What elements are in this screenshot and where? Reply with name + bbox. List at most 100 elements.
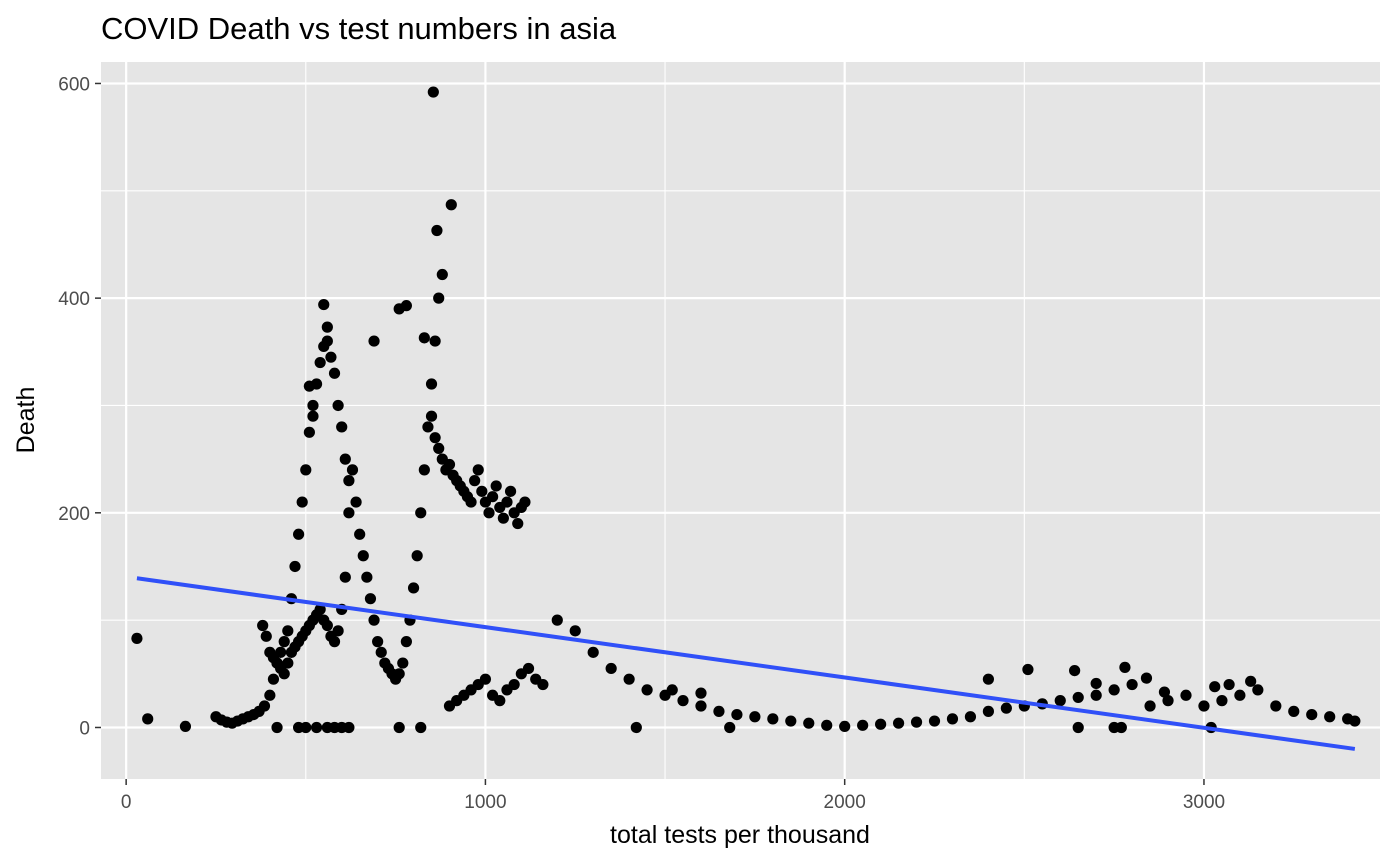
data-point bbox=[307, 399, 319, 412]
data-point bbox=[350, 496, 362, 508]
y-axis-ticks: 0 200 400 600 bbox=[58, 74, 101, 739]
data-point bbox=[695, 700, 707, 712]
data-point bbox=[372, 636, 384, 648]
data-point bbox=[375, 646, 387, 658]
data-point bbox=[332, 399, 344, 412]
data-point bbox=[1252, 684, 1264, 696]
data-point bbox=[393, 303, 405, 315]
x-tick-label: 3000 bbox=[1183, 792, 1225, 813]
x-tick-label: 2000 bbox=[824, 792, 866, 813]
data-point bbox=[332, 625, 344, 637]
data-point bbox=[142, 713, 154, 725]
data-point bbox=[407, 582, 420, 594]
data-point bbox=[1108, 684, 1120, 696]
data-point bbox=[445, 199, 457, 211]
data-point bbox=[1090, 677, 1102, 690]
data-point bbox=[522, 662, 535, 675]
data-point bbox=[964, 711, 977, 723]
data-point bbox=[465, 496, 477, 508]
data-point bbox=[267, 673, 280, 685]
data-point bbox=[910, 716, 923, 728]
data-point bbox=[803, 717, 815, 729]
data-point bbox=[476, 485, 488, 497]
data-point bbox=[1072, 721, 1084, 734]
data-point bbox=[339, 453, 351, 465]
data-point bbox=[443, 458, 456, 471]
data-point bbox=[361, 571, 373, 583]
data-point bbox=[767, 713, 779, 725]
data-point bbox=[605, 662, 617, 675]
data-point bbox=[354, 528, 366, 540]
data-point bbox=[397, 657, 409, 669]
data-point bbox=[282, 657, 294, 669]
data-point bbox=[1022, 663, 1034, 676]
y-tick-label: 0 bbox=[79, 718, 90, 739]
data-point bbox=[429, 335, 441, 347]
data-point bbox=[310, 721, 323, 734]
data-point bbox=[504, 485, 517, 497]
data-point bbox=[328, 367, 341, 379]
data-point bbox=[364, 593, 377, 605]
data-point bbox=[1270, 700, 1282, 712]
data-point bbox=[260, 630, 272, 642]
data-point bbox=[483, 507, 495, 519]
data-point bbox=[1162, 695, 1174, 707]
data-point bbox=[1126, 678, 1138, 691]
x-axis-title: total tests per thousand bbox=[610, 821, 870, 849]
data-point bbox=[713, 705, 725, 717]
data-point bbox=[427, 86, 439, 98]
data-point bbox=[411, 550, 423, 562]
data-point bbox=[296, 496, 308, 508]
data-point bbox=[393, 721, 405, 734]
data-point bbox=[321, 619, 333, 632]
data-point bbox=[479, 673, 492, 685]
data-point bbox=[1000, 702, 1012, 714]
data-point bbox=[343, 475, 355, 487]
data-point bbox=[1234, 689, 1246, 701]
data-point bbox=[785, 715, 797, 727]
data-point bbox=[1158, 686, 1171, 698]
data-point bbox=[278, 668, 290, 680]
data-point bbox=[314, 356, 326, 369]
data-point bbox=[425, 410, 438, 422]
data-point bbox=[519, 496, 531, 508]
y-tick-label: 600 bbox=[58, 74, 90, 95]
data-point bbox=[1090, 689, 1102, 701]
x-axis-ticks: 0 1000 2000 3000 bbox=[121, 779, 1225, 813]
data-point bbox=[1072, 691, 1084, 704]
data-point bbox=[425, 378, 438, 390]
data-point bbox=[494, 695, 506, 707]
data-point bbox=[749, 711, 761, 723]
data-point bbox=[257, 619, 269, 632]
data-point bbox=[271, 721, 283, 734]
data-point bbox=[179, 720, 192, 733]
x-tick-label: 0 bbox=[121, 792, 132, 813]
data-point bbox=[1144, 700, 1156, 712]
data-point bbox=[551, 614, 563, 626]
data-point bbox=[1223, 678, 1235, 691]
data-point bbox=[1115, 721, 1127, 734]
data-point bbox=[1140, 672, 1153, 684]
data-point bbox=[501, 496, 513, 508]
data-point bbox=[537, 678, 549, 691]
data-point bbox=[131, 632, 143, 644]
data-point bbox=[469, 475, 481, 487]
data-point bbox=[418, 332, 430, 344]
data-point bbox=[928, 715, 941, 727]
data-point bbox=[724, 721, 736, 734]
data-point bbox=[321, 335, 333, 347]
data-point bbox=[343, 507, 355, 519]
data-point bbox=[292, 528, 305, 540]
y-tick-label: 200 bbox=[58, 504, 90, 525]
data-point bbox=[1069, 664, 1081, 677]
data-point bbox=[264, 689, 276, 701]
data-point bbox=[490, 480, 502, 492]
data-point bbox=[325, 351, 337, 363]
data-point bbox=[431, 224, 443, 237]
data-point bbox=[666, 684, 678, 696]
data-point bbox=[630, 721, 642, 734]
data-point bbox=[422, 421, 434, 433]
data-point bbox=[339, 571, 351, 583]
data-point bbox=[321, 321, 333, 333]
data-point bbox=[731, 708, 743, 721]
